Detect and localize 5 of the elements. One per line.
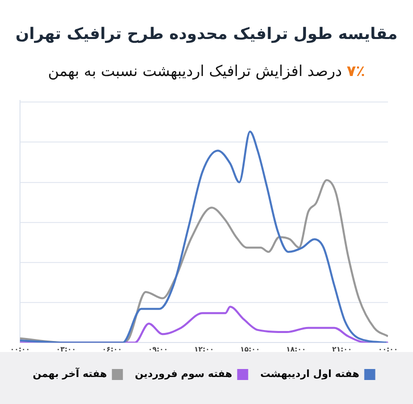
- legend-label: هفته سوم فروردین: [134, 369, 232, 380]
- legend-label: هفته آخر بهمن: [32, 367, 107, 380]
- chart-subtitle: ۷٪ درصد افزایش ترافیک اردیبهشت نسبت به بهمن: [46, 62, 366, 80]
- legend-label: هفته اول اردیبهشت: [260, 369, 360, 380]
- chart-title: مقایسه طول ترافیک محدوده طرح ترافیک تهران: [14, 24, 398, 43]
